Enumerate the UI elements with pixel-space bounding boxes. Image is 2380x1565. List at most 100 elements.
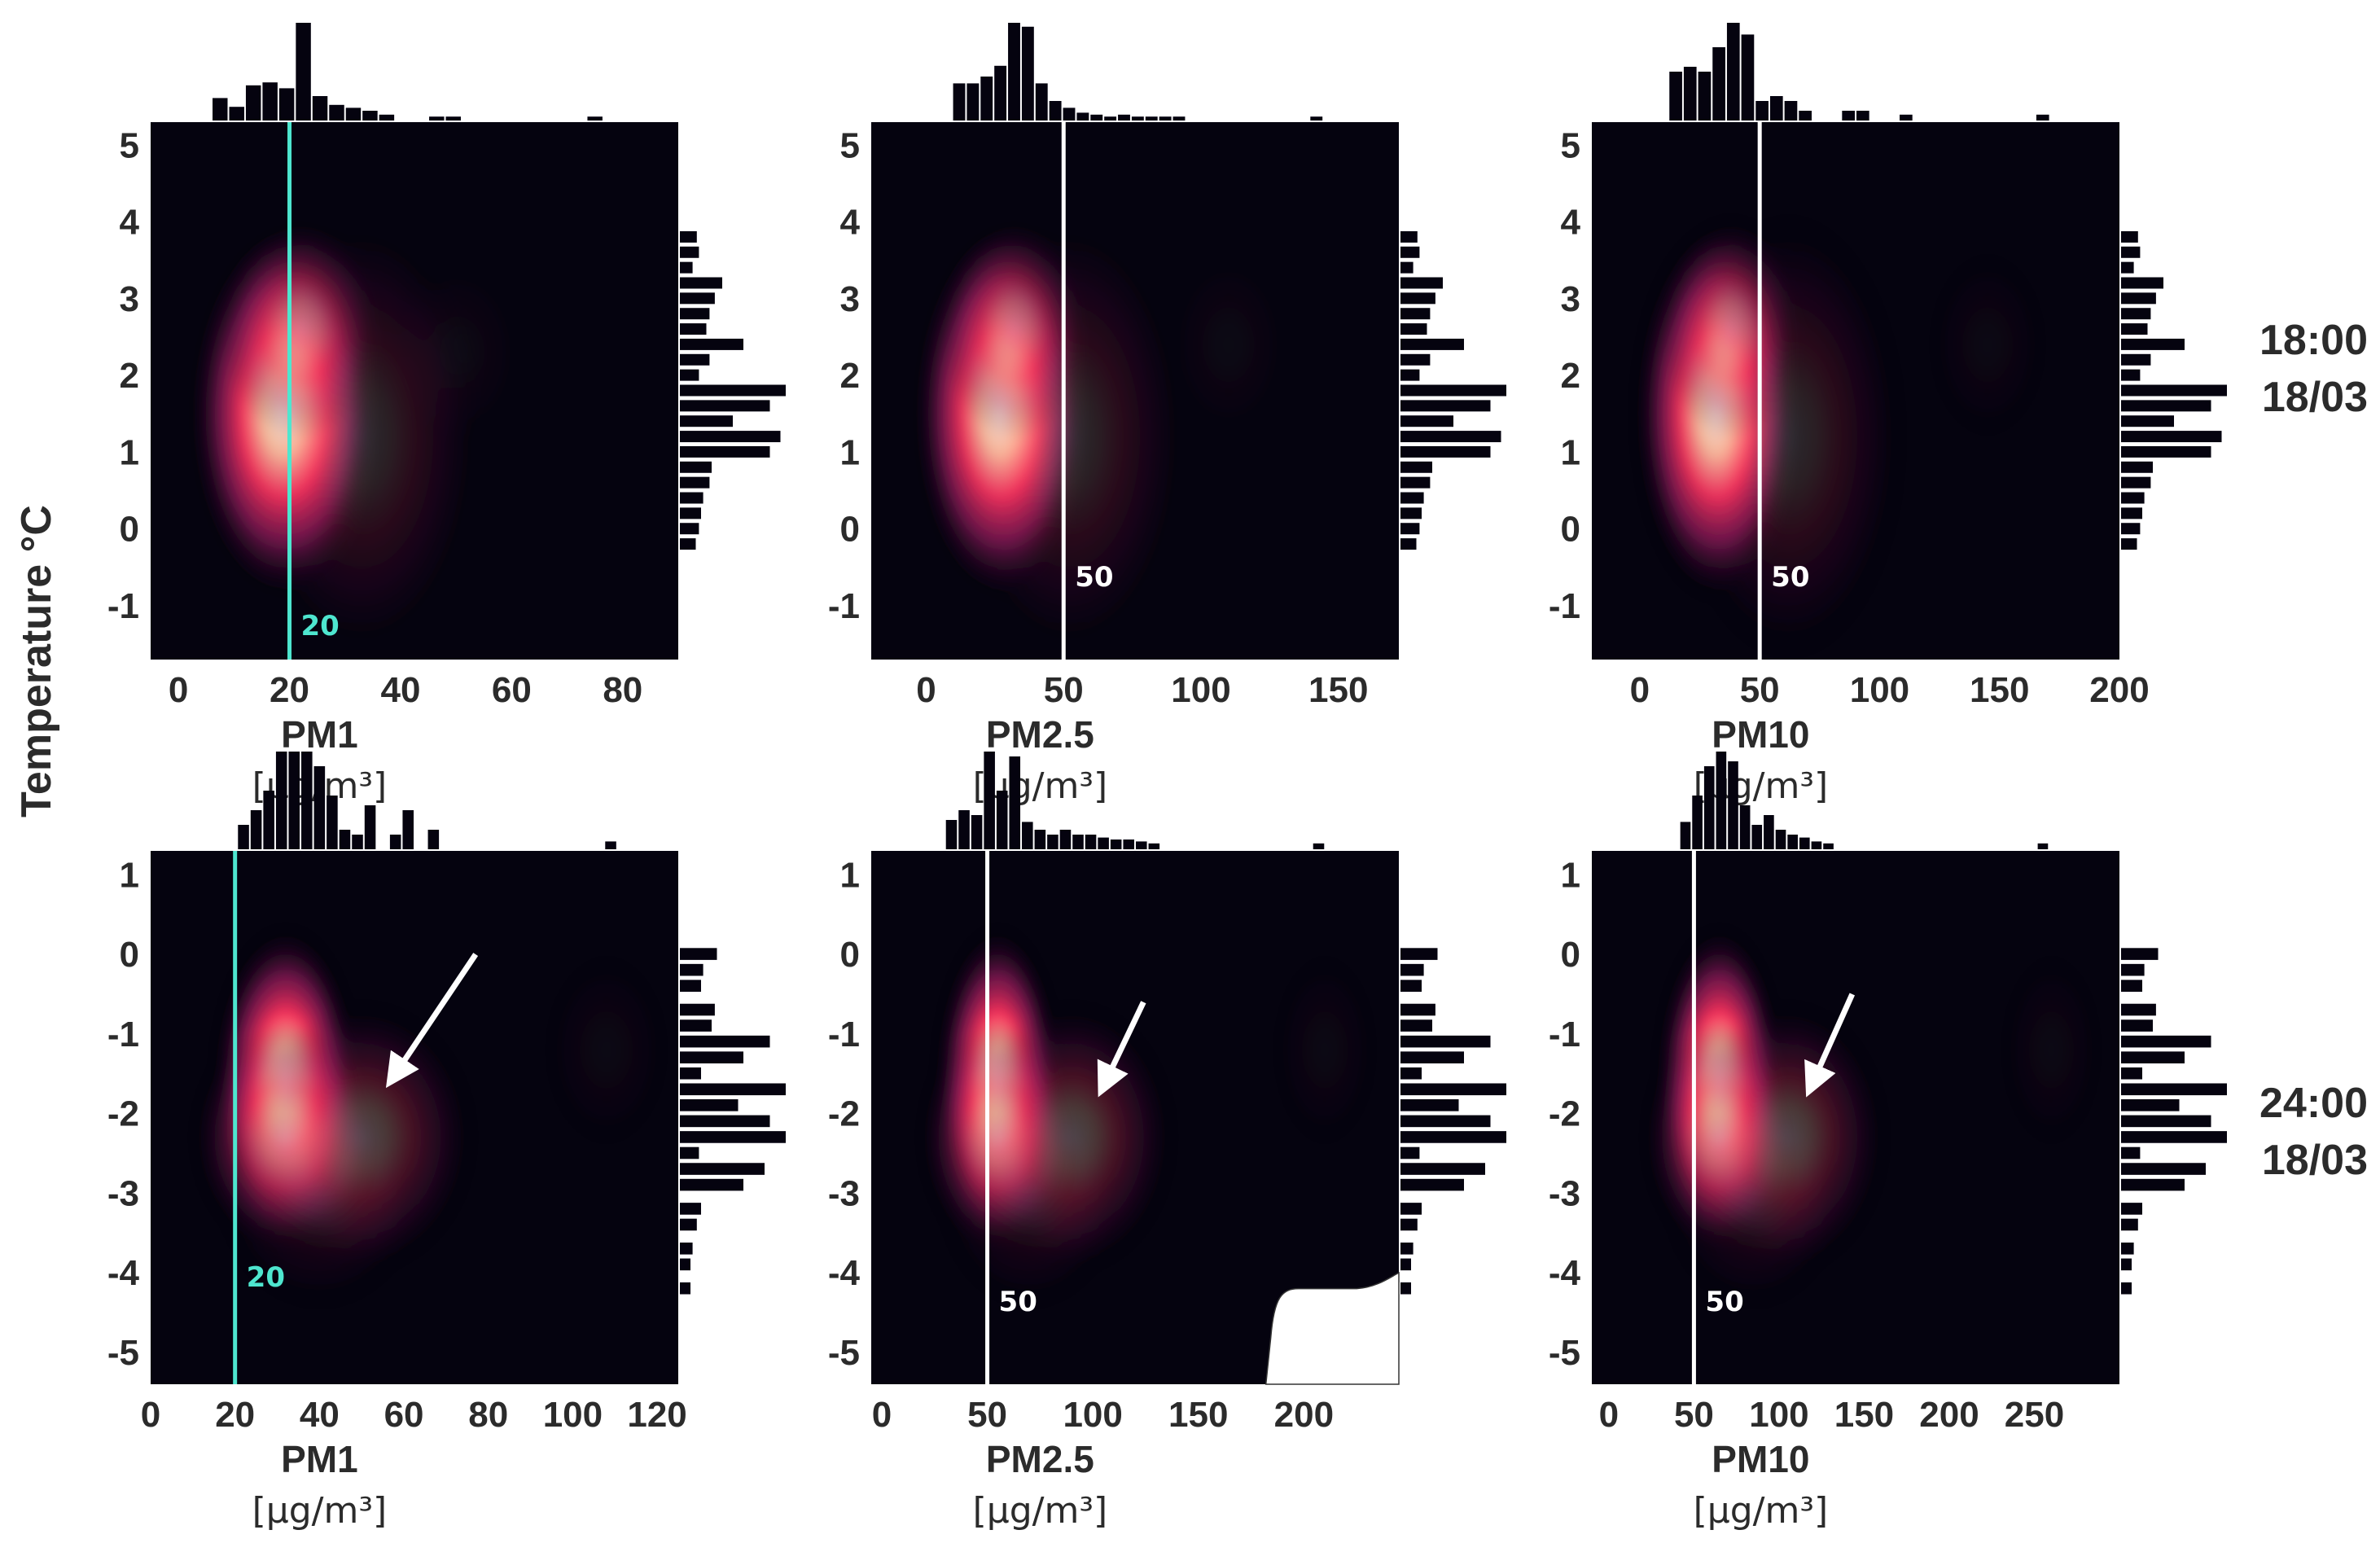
y-hist-bar (680, 1035, 770, 1048)
y-hist-bar (680, 1083, 786, 1096)
y-hist-bar (2121, 353, 2151, 366)
x-hist-bar (1764, 815, 1774, 849)
y-tick-label: 0 (840, 510, 860, 550)
row-1-time: 18:00 (2259, 317, 2368, 364)
y-hist-bar (2121, 538, 2137, 550)
x-hist-bar (984, 752, 995, 849)
x-tick-label: 50 (967, 1395, 1007, 1435)
y-hist-bar (1400, 369, 1420, 381)
x-hist-bar (1063, 107, 1076, 121)
x-marginal-histogram (1680, 752, 2049, 849)
x-tick-label: 60 (492, 670, 532, 710)
y-hist-bar (2121, 369, 2141, 381)
x-hist-bar (587, 116, 603, 121)
x-hist-bar (1784, 101, 1798, 121)
y-hist-bar (1400, 492, 1424, 504)
y-tick-label: 4 (120, 203, 140, 243)
y-hist-bar (1400, 1243, 1414, 1255)
x-hist-bar (1159, 116, 1172, 121)
y-hist-bar (2121, 1067, 2142, 1080)
y-tick-label: 1 (1561, 432, 1580, 472)
x-hist-bar (389, 835, 401, 849)
y-tick-label: 3 (840, 279, 860, 319)
y-hist-bar (1400, 246, 1420, 258)
x-hist-bar (313, 766, 326, 849)
y-hist-bar (1400, 1083, 1506, 1096)
x-hist-bar (1755, 101, 1769, 121)
y-hist-bar (680, 246, 699, 258)
y-tick-label: -1 (107, 586, 139, 626)
y-tick-label: 0 (1561, 935, 1580, 975)
x-hist-bar (312, 96, 328, 121)
x-hist-bar (1145, 116, 1158, 121)
x-hist-bar (1726, 23, 1740, 121)
y-hist-bar (1400, 1051, 1464, 1063)
y-hist-bar (680, 261, 693, 274)
x-tick-label: 200 (1919, 1395, 1979, 1435)
annotation-arrow (1804, 993, 1856, 1098)
y-hist-bar (1400, 476, 1431, 489)
x-tick-label: 150 (1834, 1395, 1894, 1435)
x-hist-bar (1034, 830, 1046, 849)
y-hist-bar (680, 308, 710, 320)
x-tick-label: 20 (270, 670, 309, 710)
x-axis-unit: [µg/m³] (973, 1490, 1108, 1532)
x-hist-bar (362, 111, 378, 121)
y-hist-bar (680, 1178, 743, 1191)
x-marginal-histogram (238, 752, 616, 849)
y-hist-bar (2121, 246, 2141, 258)
y-tick-label: 5 (1561, 125, 1580, 165)
threshold-label: 50 (1075, 561, 1113, 594)
density-blob (1930, 252, 2045, 436)
y-hist-bar (2121, 1035, 2211, 1048)
y-tick-label: 5 (120, 125, 139, 165)
x-tick-label: 100 (1063, 1395, 1122, 1435)
y-hist-bar (680, 1163, 765, 1175)
x-hist-bar (445, 116, 461, 121)
x-hist-bar (1799, 111, 1812, 121)
y-hist-bar (1400, 1203, 1422, 1215)
x-axis-label: PM10 (1712, 1438, 1809, 1480)
row-2-time: 24:00 (2259, 1080, 2368, 1127)
y-hist-bar (1400, 292, 1435, 305)
y-tick-label: -2 (1549, 1094, 1580, 1134)
y-tick-label: 3 (1561, 279, 1580, 319)
x-hist-bar (1118, 114, 1130, 121)
y-tick-label: 1 (840, 432, 860, 472)
y-tick-label: -5 (828, 1333, 860, 1373)
y-tick-label: 1 (120, 855, 139, 895)
x-tick-label: 100 (1850, 670, 1909, 710)
y-hist-bar (680, 292, 715, 305)
y-hist-bar (2121, 1243, 2134, 1255)
threshold-label: 20 (301, 610, 340, 642)
y-tick-label: 2 (1561, 356, 1580, 396)
x-tick-label: 150 (1168, 1395, 1228, 1435)
x-hist-bar (966, 83, 980, 121)
density-layer (914, 216, 1188, 659)
x-hist-bar (1123, 839, 1134, 849)
y-hist-bar (1400, 353, 1431, 366)
x-hist-bar (1104, 116, 1117, 121)
y-hist-bar (2121, 292, 2156, 305)
x-hist-bar (429, 116, 445, 121)
y-hist-bar (680, 1099, 739, 1111)
y-hist-bar (1400, 1163, 1485, 1175)
y-tick-label: -2 (828, 1094, 860, 1134)
y-tick-label: -1 (107, 1015, 139, 1054)
threshold-label: 50 (999, 1286, 1037, 1318)
x-tick-label: 0 (1599, 1395, 1619, 1435)
y-hist-bar (2121, 431, 2222, 443)
x-hist-bar (1728, 761, 1738, 849)
x-hist-bar (262, 82, 278, 121)
x-hist-bar (1090, 114, 1103, 121)
y-hist-bar (1400, 1003, 1435, 1016)
x-tick-label: 150 (1308, 670, 1368, 710)
y-hist-bar (2121, 1258, 2132, 1271)
x-tick-label: 100 (543, 1395, 603, 1435)
x-tick-label: 40 (300, 1395, 340, 1435)
x-hist-bar (1775, 830, 1786, 849)
y-hist-bar (680, 1131, 786, 1143)
density-layer (191, 216, 482, 659)
